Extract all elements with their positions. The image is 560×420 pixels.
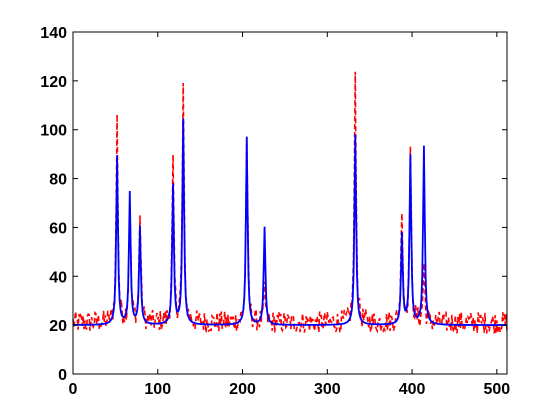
tick-layer: 0 100 200 300 400 500 0 20 40 60 80 100 120 140: [40, 25, 510, 398]
x-tick-label: 100: [144, 381, 171, 398]
y-tick-label: 20: [49, 318, 67, 335]
x-tick-label: 400: [399, 381, 426, 398]
x-tick-label: 200: [229, 381, 256, 398]
y-tick-label: 120: [40, 74, 67, 91]
series-line-blue-solid: [72, 118, 507, 326]
y-tick-label: 40: [49, 269, 67, 286]
y-tick-label: 0: [58, 367, 67, 384]
y-tick-label: 80: [49, 172, 67, 189]
x-tick-label: 500: [483, 381, 510, 398]
y-tick-label: 140: [40, 25, 67, 42]
axes-box: [72, 31, 508, 375]
x-tick-label: 0: [69, 381, 78, 398]
x-tick-label: 300: [314, 381, 341, 398]
series-layer: [72, 71, 508, 335]
y-tick-label: 100: [40, 123, 67, 140]
y-tick-label: 60: [49, 220, 67, 237]
plot-area: [73, 32, 507, 374]
